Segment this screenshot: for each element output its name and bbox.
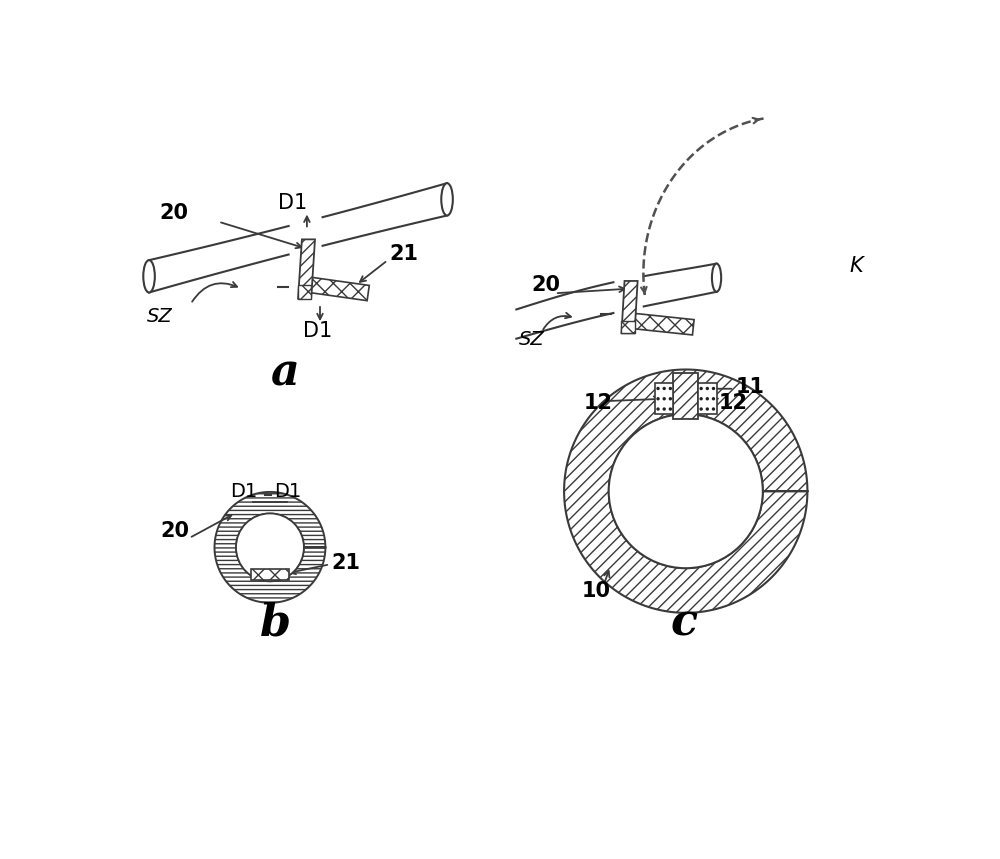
Polygon shape bbox=[621, 321, 635, 333]
Text: 20: 20 bbox=[161, 521, 190, 540]
Circle shape bbox=[609, 414, 763, 568]
Polygon shape bbox=[564, 369, 807, 612]
Polygon shape bbox=[631, 314, 694, 335]
Polygon shape bbox=[298, 240, 315, 299]
Circle shape bbox=[706, 397, 709, 400]
Circle shape bbox=[712, 397, 715, 400]
Circle shape bbox=[669, 387, 672, 390]
Text: D1: D1 bbox=[275, 482, 302, 502]
Circle shape bbox=[669, 407, 672, 411]
Circle shape bbox=[699, 387, 703, 390]
Text: a: a bbox=[270, 351, 299, 394]
Text: D1: D1 bbox=[303, 321, 332, 341]
Circle shape bbox=[662, 387, 666, 390]
Polygon shape bbox=[251, 569, 289, 581]
Circle shape bbox=[656, 397, 660, 400]
Text: c: c bbox=[670, 601, 697, 644]
Polygon shape bbox=[673, 373, 698, 419]
Ellipse shape bbox=[441, 183, 453, 216]
Text: 21: 21 bbox=[389, 244, 418, 265]
Polygon shape bbox=[305, 277, 369, 301]
Circle shape bbox=[656, 407, 660, 411]
Text: 12: 12 bbox=[583, 393, 612, 413]
Circle shape bbox=[712, 407, 715, 411]
Circle shape bbox=[662, 397, 666, 400]
Circle shape bbox=[669, 397, 672, 400]
Text: 10: 10 bbox=[582, 581, 611, 600]
Circle shape bbox=[236, 514, 304, 582]
Text: 12: 12 bbox=[719, 393, 748, 413]
Text: 11: 11 bbox=[736, 377, 765, 398]
Polygon shape bbox=[655, 383, 673, 414]
Polygon shape bbox=[215, 492, 325, 603]
Circle shape bbox=[706, 407, 709, 411]
Circle shape bbox=[699, 397, 703, 400]
Polygon shape bbox=[621, 281, 638, 333]
Polygon shape bbox=[298, 285, 311, 299]
Text: SZ: SZ bbox=[519, 330, 544, 349]
Ellipse shape bbox=[712, 264, 721, 292]
Text: D1: D1 bbox=[230, 482, 257, 502]
Text: 20: 20 bbox=[532, 275, 561, 295]
Text: D1: D1 bbox=[278, 192, 307, 212]
Circle shape bbox=[662, 407, 666, 411]
Circle shape bbox=[656, 387, 660, 390]
Circle shape bbox=[712, 387, 715, 390]
Text: K: K bbox=[850, 256, 864, 276]
Circle shape bbox=[699, 407, 703, 411]
Text: 20: 20 bbox=[160, 204, 189, 223]
Ellipse shape bbox=[143, 260, 155, 293]
Text: 21: 21 bbox=[332, 553, 361, 573]
Text: b: b bbox=[260, 601, 291, 644]
Text: SZ: SZ bbox=[147, 307, 173, 326]
Circle shape bbox=[706, 387, 709, 390]
Polygon shape bbox=[698, 383, 717, 414]
